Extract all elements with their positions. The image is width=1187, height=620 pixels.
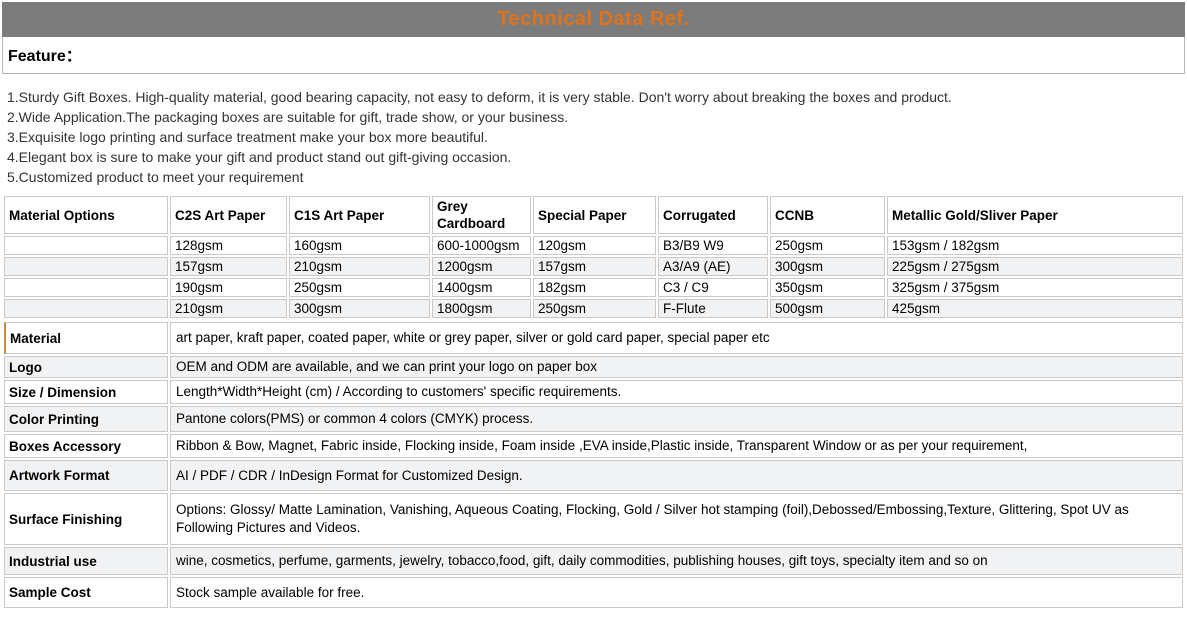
spec-label-cell: Boxes Accessory xyxy=(4,434,168,458)
materials-header-cell: Grey Cardboard xyxy=(432,196,531,234)
feature-list: 1.Sturdy Gift Boxes. High-quality materi… xyxy=(2,74,1185,194)
materials-cell: 1400gsm xyxy=(432,278,531,297)
feature-heading: Feature： xyxy=(2,37,1185,74)
materials-cell: A3/A9 (AE) xyxy=(658,257,768,276)
spec-value-cell: art paper, kraft paper, coated paper, wh… xyxy=(170,322,1183,354)
materials-header-cell: C2S Art Paper xyxy=(170,196,287,234)
materials-cell: 250gsm xyxy=(289,278,430,297)
materials-header-cell: Special Paper xyxy=(533,196,656,234)
feature-item: 3.Exquisite logo printing and surface tr… xyxy=(7,129,488,145)
materials-cell: 300gsm xyxy=(770,257,885,276)
spec-value-cell: OEM and ODM are available, and we can pr… xyxy=(170,356,1183,378)
banner-title: Technical Data Ref. xyxy=(497,8,690,30)
spec-value-cell: Stock sample available for free. xyxy=(170,577,1183,608)
materials-header-row: Material Options C2S Art Paper C1S Art P… xyxy=(4,196,1183,234)
materials-cell: 157gsm xyxy=(170,257,287,276)
feature-item: 4.Elegant box is sure to make your gift … xyxy=(7,149,512,165)
materials-header-cell: CCNB xyxy=(770,196,885,234)
spec-label-cell: Surface Finishing xyxy=(4,493,168,545)
materials-header-cell: Corrugated xyxy=(658,196,768,234)
materials-cell xyxy=(4,236,168,255)
materials-cell: 210gsm xyxy=(289,257,430,276)
materials-header-cell: Metallic Gold/Sliver Paper xyxy=(887,196,1183,234)
spec-label-cell: Size / Dimension xyxy=(4,380,168,404)
materials-cell: B3/B9 W9 xyxy=(658,236,768,255)
materials-cell: 425gsm xyxy=(887,299,1183,318)
spec-row-size-dimension: Size / Dimension Length*Width*Height (cm… xyxy=(4,380,1183,404)
feature-item: 2.Wide Application.The packaging boxes a… xyxy=(7,109,569,125)
spec-row-logo: Logo OEM and ODM are available, and we c… xyxy=(4,356,1183,378)
materials-cell: 250gsm xyxy=(533,299,656,318)
materials-cell: 325gsm / 375gsm xyxy=(887,278,1183,297)
spec-value-cell: Options: Glossy/ Matte Lamination, Vanis… xyxy=(170,493,1183,545)
materials-cell: 120gsm xyxy=(533,236,656,255)
feature-item: 5.Customized product to meet your requir… xyxy=(7,169,304,185)
spec-value-cell: Length*Width*Height (cm) / According to … xyxy=(170,380,1183,404)
materials-cell: 128gsm xyxy=(170,236,287,255)
spec-label-cell: Sample Cost xyxy=(4,577,168,608)
materials-row: 210gsm 300gsm 1800gsm 250gsm F-Flute 500… xyxy=(4,299,1183,318)
feature-item: 1.Sturdy Gift Boxes. High-quality materi… xyxy=(7,89,952,105)
materials-cell: 1800gsm xyxy=(432,299,531,318)
materials-cell: 160gsm xyxy=(289,236,430,255)
spec-label-cell: Logo xyxy=(4,356,168,378)
materials-row: 128gsm 160gsm 600-1000gsm 120gsm B3/B9 W… xyxy=(4,236,1183,255)
spec-value-cell: Ribbon & Bow, Magnet, Fabric inside, Flo… xyxy=(170,434,1183,458)
materials-cell: 182gsm xyxy=(533,278,656,297)
spec-row-surface-finishing: Surface Finishing Options: Glossy/ Matte… xyxy=(4,493,1183,545)
materials-cell: 250gsm xyxy=(770,236,885,255)
materials-table: Material Options C2S Art Paper C1S Art P… xyxy=(2,194,1185,320)
spec-row-artwork-format: Artwork Format AI / PDF / CDR / InDesign… xyxy=(4,460,1183,491)
materials-cell: F-Flute xyxy=(658,299,768,318)
spec-table: Material art paper, kraft paper, coated … xyxy=(2,320,1185,610)
spec-row-material: Material art paper, kraft paper, coated … xyxy=(4,322,1183,354)
materials-row: 157gsm 210gsm 1200gsm 157gsm A3/A9 (AE) … xyxy=(4,257,1183,276)
materials-cell xyxy=(4,278,168,297)
spec-value-cell: wine, cosmetics, perfume, garments, jewe… xyxy=(170,547,1183,575)
materials-cell xyxy=(4,299,168,318)
materials-cell: 300gsm xyxy=(289,299,430,318)
materials-cell: 600-1000gsm xyxy=(432,236,531,255)
materials-header-cell: Material Options xyxy=(4,196,168,234)
materials-cell: 210gsm xyxy=(170,299,287,318)
spec-row-boxes-accessory: Boxes Accessory Ribbon & Bow, Magnet, Fa… xyxy=(4,434,1183,458)
spec-row-sample-cost: Sample Cost Stock sample available for f… xyxy=(4,577,1183,608)
materials-cell: C3 / C9 xyxy=(658,278,768,297)
spec-label-cell: Industrial use xyxy=(4,547,168,575)
spec-label-cell: Artwork Format xyxy=(4,460,168,491)
spec-label-cell: Color Printing xyxy=(4,406,168,432)
materials-row: 190gsm 250gsm 1400gsm 182gsm C3 / C9 350… xyxy=(4,278,1183,297)
materials-cell: 350gsm xyxy=(770,278,885,297)
spec-label-cell: Material xyxy=(4,322,168,354)
materials-cell: 500gsm xyxy=(770,299,885,318)
banner: Technical Data Ref. xyxy=(2,2,1185,37)
spec-row-color-printing: Color Printing Pantone colors(PMS) or co… xyxy=(4,406,1183,432)
materials-cell: 1200gsm xyxy=(432,257,531,276)
spec-value-cell: AI / PDF / CDR / InDesign Format for Cus… xyxy=(170,460,1183,491)
spec-value-cell: Pantone colors(PMS) or common 4 colors (… xyxy=(170,406,1183,432)
spec-row-industrial-use: Industrial use wine, cosmetics, perfume,… xyxy=(4,547,1183,575)
materials-cell xyxy=(4,257,168,276)
materials-header-cell: C1S Art Paper xyxy=(289,196,430,234)
materials-cell: 153gsm / 182gsm xyxy=(887,236,1183,255)
materials-cell: 190gsm xyxy=(170,278,287,297)
materials-cell: 225gsm / 275gsm xyxy=(887,257,1183,276)
materials-cell: 157gsm xyxy=(533,257,656,276)
